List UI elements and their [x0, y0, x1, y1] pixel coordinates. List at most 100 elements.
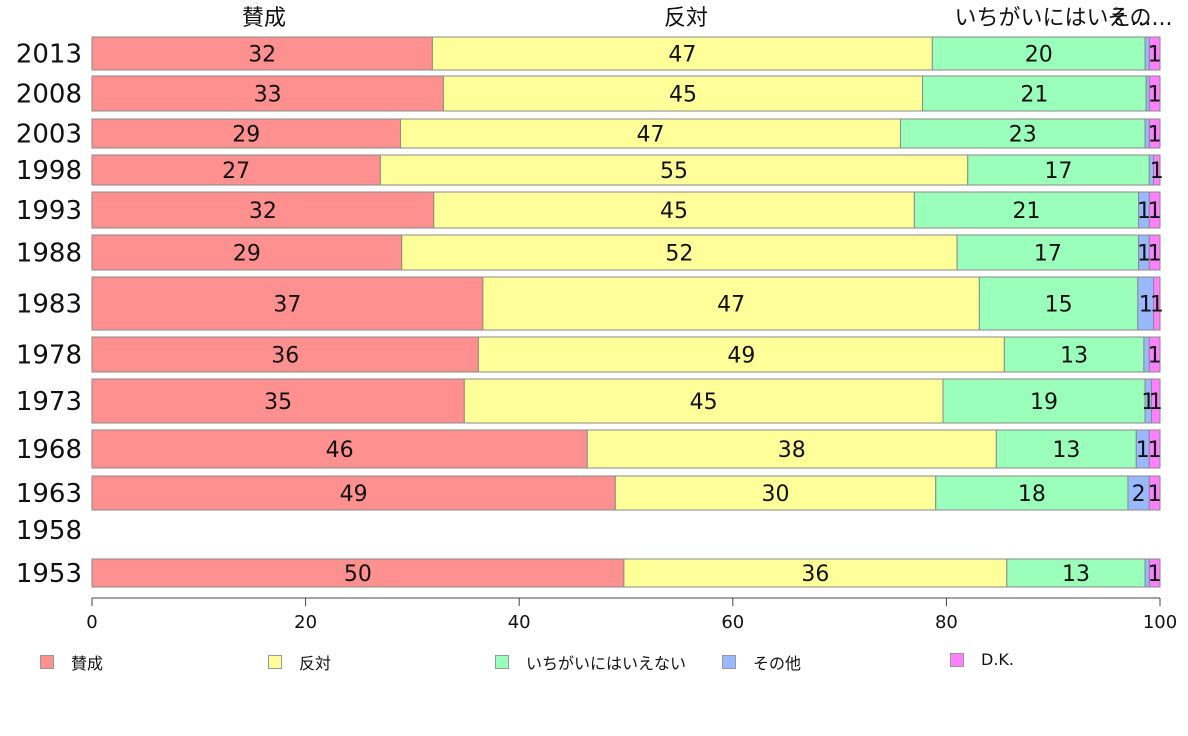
bar-value-label: 45 — [660, 199, 688, 224]
top-series-label: その... — [1108, 6, 1173, 31]
bar-value-label: 29 — [233, 242, 261, 267]
bar-value-label: 49 — [727, 344, 755, 369]
year-label: 1973 — [16, 387, 82, 417]
year-label: 1968 — [16, 435, 82, 465]
bar-value-label: 1 — [1148, 438, 1162, 463]
bar-value-label: 19 — [1030, 390, 1058, 415]
top-series-label: 賛成 — [242, 6, 286, 31]
top-series-label: 反対 — [664, 6, 708, 31]
bar-value-label: 1 — [1148, 344, 1162, 369]
bar-segment — [91, 36, 433, 71]
bar-value-label: 55 — [660, 159, 688, 184]
bar-segment — [614, 475, 937, 511]
bar-segment — [1150, 378, 1161, 424]
bar-segment — [942, 378, 1146, 424]
bar-segment — [1148, 75, 1161, 112]
year-label: 1998 — [16, 156, 82, 186]
bar-segment — [431, 36, 933, 71]
bar-segment — [1148, 118, 1161, 149]
bar-segment — [1153, 154, 1161, 186]
bar-value-label: 1 — [1148, 562, 1162, 587]
x-tick-label: 40 — [508, 612, 531, 633]
bar-segment — [91, 118, 401, 149]
year-label: 2013 — [16, 40, 82, 70]
bar-segment — [91, 191, 435, 229]
bar-value-label: 27 — [222, 159, 250, 184]
x-tick-label: 80 — [935, 612, 958, 633]
bar-value-label: 36 — [271, 344, 299, 369]
year-label: 2008 — [16, 80, 82, 110]
bar-segment — [91, 475, 616, 511]
bar-value-label: 2 — [1132, 482, 1146, 507]
bar-value-label: 30 — [762, 482, 790, 507]
bar-value-label: 1 — [1137, 242, 1151, 267]
year-label: 1953 — [16, 559, 82, 589]
bar-value-label: 46 — [326, 438, 354, 463]
x-tick-label: 60 — [721, 612, 744, 633]
bar-value-label: 47 — [717, 293, 745, 318]
bar-value-label: 1 — [1136, 438, 1150, 463]
x-tick-label: 100 — [1143, 612, 1177, 633]
bar-segment — [1148, 234, 1161, 271]
bar-segment — [586, 429, 997, 469]
bar-segment — [1148, 336, 1161, 373]
bar-value-label: 35 — [264, 390, 292, 415]
bar-value-label: 17 — [1034, 242, 1062, 267]
bar-segment — [482, 276, 980, 331]
bar-segment — [1148, 191, 1161, 229]
bar-value-label: 20 — [1025, 43, 1053, 68]
legend-item: 反対 — [268, 650, 331, 674]
year-label: 1988 — [16, 239, 82, 269]
x-tick-label: 0 — [86, 612, 97, 633]
bar-value-label: 23 — [1009, 123, 1037, 148]
bar-value-label: 1 — [1148, 123, 1162, 148]
legend-label: いちがいにはいえない — [526, 654, 687, 673]
bar-value-label: 47 — [636, 123, 664, 148]
bar-segment — [922, 75, 1147, 112]
bar-segment — [1006, 558, 1146, 588]
year-label: 1993 — [16, 196, 82, 226]
bar-value-label: 1 — [1149, 390, 1163, 415]
bar-segment — [91, 336, 479, 373]
bar-segment — [935, 475, 1129, 511]
year-label: 1963 — [16, 479, 82, 509]
bar-value-label: 1 — [1148, 482, 1162, 507]
bar-value-label: 33 — [254, 83, 282, 108]
bar-segment — [1148, 36, 1161, 71]
bar-value-label: 50 — [344, 562, 372, 587]
bar-value-label: 17 — [1045, 159, 1073, 184]
legend-swatch — [495, 655, 509, 669]
legend-item: いちがいにはいえない — [495, 650, 686, 674]
bar-segment — [399, 118, 901, 149]
bar-segment — [899, 118, 1146, 149]
bar-value-label: 29 — [232, 123, 260, 148]
year-label: 1983 — [16, 290, 82, 320]
x-tick-label: 20 — [294, 612, 317, 633]
year-label: 2003 — [16, 120, 82, 150]
bar-segment — [433, 191, 915, 229]
bar-segment — [995, 429, 1137, 469]
bar-value-label: 21 — [1020, 83, 1048, 108]
legend-label: その他 — [753, 654, 802, 673]
bar-value-label: 32 — [248, 43, 276, 68]
bar-segment — [913, 191, 1140, 229]
legend-swatch — [950, 652, 964, 667]
bar-value-label: 1 — [1139, 293, 1153, 318]
legend-label: 賛成 — [71, 654, 104, 673]
bar-segment — [1148, 558, 1161, 588]
bar-value-label: 1 — [1148, 43, 1162, 68]
bar-value-label: 1 — [1148, 199, 1162, 224]
legend-swatch — [268, 655, 282, 669]
bar-value-label: 45 — [669, 83, 697, 108]
bar-segment — [91, 558, 625, 588]
legend-label: D.K. — [981, 650, 1014, 669]
bar-segment — [623, 558, 1008, 588]
bar-segment — [1003, 336, 1145, 373]
bar-value-label: 21 — [1013, 199, 1041, 224]
top-series-label: いちがいにはいえ... — [955, 6, 1152, 31]
bar-segment — [401, 234, 958, 271]
bar-segment — [379, 154, 969, 186]
legend: 賛成 反対 いちがいにはいえない その他 D.K. — [0, 650, 1188, 674]
bar-value-label: 49 — [340, 482, 368, 507]
